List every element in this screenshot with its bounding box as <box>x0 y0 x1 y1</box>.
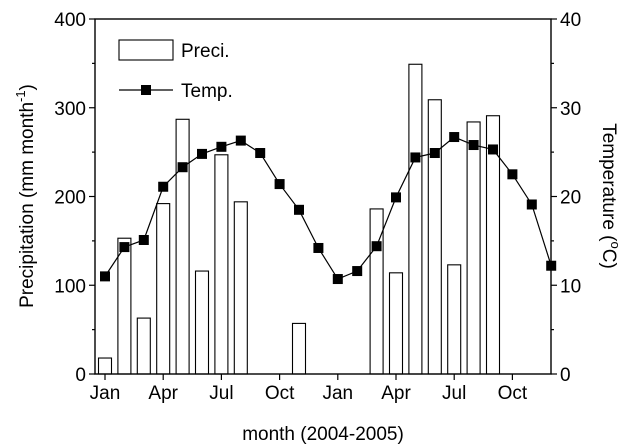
x-axis-title: month (2004-2005) <box>242 424 404 445</box>
precipitation-bar <box>466 121 481 375</box>
temperature-point <box>526 199 537 210</box>
right-tick-label: 20 <box>560 188 581 209</box>
right-axis-ticks: 0 10 20 30 40 <box>551 10 581 386</box>
temperature-point <box>158 181 169 192</box>
temperature-point <box>371 241 382 252</box>
temperature-point <box>429 148 440 159</box>
precipitation-bar <box>117 237 132 375</box>
precipitation-bar <box>233 201 248 375</box>
legend-bar-swatch <box>118 39 174 61</box>
x-tick-label: Jan <box>90 383 121 404</box>
temperature-point <box>468 140 479 151</box>
temperature-point <box>216 141 227 152</box>
legend-bar-label: Preci. <box>181 41 230 62</box>
precipitation-bar <box>214 154 229 375</box>
precipitation-bar <box>291 322 307 375</box>
precipitation-bar <box>408 63 423 375</box>
legend-line-label: Temp. <box>181 81 233 102</box>
x-tick-label: Jul <box>209 383 233 404</box>
x-tick-label: Jul <box>442 383 466 404</box>
left-tick-label: 200 <box>54 188 86 209</box>
temperature-point <box>235 135 246 146</box>
temperature-point <box>197 148 207 159</box>
temperature-point <box>274 179 285 190</box>
x-tick-label: Jan <box>322 383 353 404</box>
right-tick-label: 10 <box>560 276 581 297</box>
left-tick-label: 400 <box>54 10 86 31</box>
temperature-point <box>332 274 343 285</box>
precipitation-bar <box>427 99 442 375</box>
temperature-point <box>449 132 460 143</box>
temperature-point <box>507 169 518 180</box>
x-axis-ticks: Jan Apr Jul Oct Jan Apr Jul Oct <box>90 374 528 404</box>
temperature-point <box>255 148 266 159</box>
precipitation-bar <box>97 357 113 375</box>
legend: Preci. Temp. <box>118 39 233 102</box>
left-tick-label: 300 <box>54 99 86 120</box>
temperature-point <box>119 242 130 253</box>
left-axis-title: Precipitation (mm month-1) <box>13 84 38 308</box>
temperature-point <box>391 192 401 203</box>
precipitation-bar <box>156 203 171 375</box>
x-tick-label: Apr <box>148 383 178 404</box>
precipitation-bar <box>175 118 190 375</box>
right-tick-label: 30 <box>560 99 581 120</box>
legend-line-marker <box>141 85 151 95</box>
temperature-point <box>177 162 188 173</box>
temperature-point <box>100 271 110 282</box>
x-tick-label: Oct <box>498 383 528 404</box>
temperature-point <box>294 204 304 215</box>
temperature-point <box>488 144 498 155</box>
precipitation-bar <box>194 270 210 375</box>
x-tick-label: Oct <box>265 383 295 404</box>
precipitation-bars <box>97 63 501 375</box>
temperature-point <box>410 152 421 163</box>
right-tick-label: 0 <box>560 365 571 386</box>
temperature-point <box>352 266 363 277</box>
precipitation-bar <box>388 272 404 375</box>
left-tick-label: 0 <box>75 365 86 386</box>
left-axis-ticks: 0 100 200 300 400 <box>54 10 95 386</box>
x-tick-label: Apr <box>381 383 411 404</box>
precipitation-bar <box>136 317 151 375</box>
right-tick-label: 40 <box>560 10 581 31</box>
left-tick-label: 100 <box>54 276 86 297</box>
temperature-series <box>100 132 557 285</box>
temperature-line <box>104 136 552 280</box>
temperature-point <box>138 234 149 245</box>
temperature-point <box>313 242 324 253</box>
right-axis-title: Temperature (oC) <box>598 123 623 269</box>
precipitation-bar <box>447 264 462 375</box>
